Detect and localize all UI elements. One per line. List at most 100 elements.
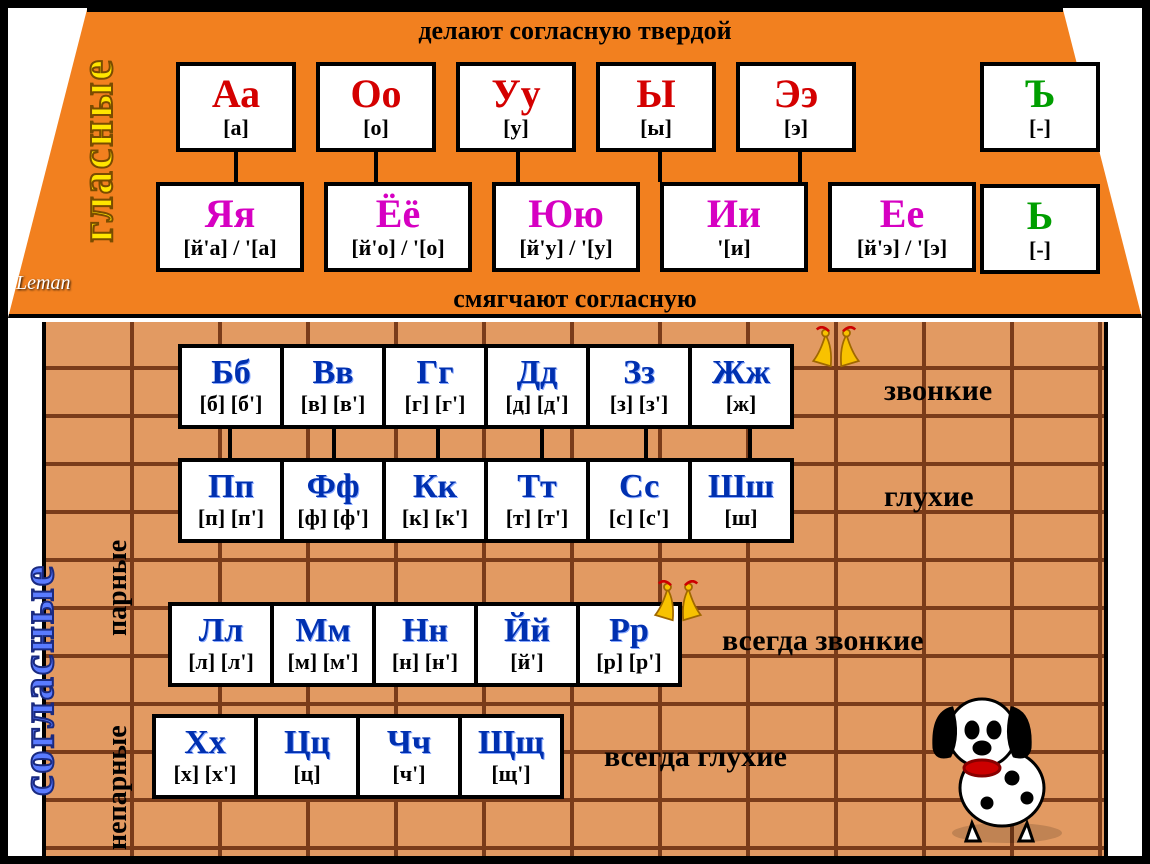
letter-glyph: Ъ <box>992 74 1088 114</box>
phonetic-text: [ж] <box>698 392 784 416</box>
letter-glyph: Щщ <box>468 726 554 760</box>
roof-section: делают согласную твердой гласные Аа[а] Оо… <box>8 8 1142 318</box>
letter-glyph: Жж <box>698 356 784 390</box>
brand-logo: Leman <box>16 272 70 295</box>
phonetic-text: [ф] [ф'] <box>290 506 376 530</box>
phonetic-text: [ч'] <box>366 762 452 786</box>
phonetic-text: [ц] <box>264 762 350 786</box>
phonetic-text: [й'] <box>484 650 570 674</box>
letter-glyph: Ее <box>840 194 964 234</box>
phonetic-text: [р] [р'] <box>586 650 672 674</box>
letter-glyph: Хх <box>162 726 248 760</box>
phonetic-text: [х] [х'] <box>162 762 248 786</box>
phonetic-text: [в] [в'] <box>290 392 376 416</box>
letter-card: Хх[х] [х'] <box>152 714 258 799</box>
signs-column: Ъ[-]Ь[-] <box>980 62 1100 274</box>
connector-line <box>658 152 662 182</box>
letter-glyph: Чч <box>366 726 452 760</box>
letter-card: Нн[н] [н'] <box>372 602 478 687</box>
letter-glyph: Тт <box>494 470 580 504</box>
letter-glyph: Уу <box>468 74 564 114</box>
soft-vowels-row: Яя[й'а] / '[а]Ёё[й'о] / '[о]Юю[й'у] / '[… <box>156 182 976 272</box>
phonetic-text: [-] <box>992 238 1088 262</box>
phonetic-text: [щ'] <box>468 762 554 786</box>
letter-glyph: Яя <box>168 194 292 234</box>
letter-glyph: Ёё <box>336 194 460 234</box>
letter-glyph: Мм <box>280 614 366 648</box>
phonetic-text: [й'э] / '[э] <box>840 236 964 260</box>
letter-glyph: Цц <box>264 726 350 760</box>
letter-glyph: Бб <box>188 356 274 390</box>
letter-glyph: Ь <box>992 196 1088 236</box>
letter-card: Бб[б] [б'] <box>178 344 284 429</box>
letter-card: Мм[м] [м'] <box>270 602 376 687</box>
always-voiced-row: Лл[л] [л']Мм[м] [м']Нн[н] [н']Йй[й']Рр[р… <box>168 602 678 687</box>
letter-glyph: Дд <box>494 356 580 390</box>
bell-icon <box>808 326 864 382</box>
phonetic-text: [ы] <box>608 116 704 140</box>
unpaired-label: непарные <box>102 725 134 850</box>
letter-card: Щщ[щ'] <box>458 714 564 799</box>
letter-card: Пп[п] [п'] <box>178 458 284 543</box>
letter-card: Ии'[и] <box>660 182 808 272</box>
letter-glyph: Пп <box>188 470 274 504</box>
letter-card: Зз[з] [з'] <box>586 344 692 429</box>
poster-frame: делают согласную твердой гласные Аа[а] Оо… <box>0 0 1150 864</box>
letter-glyph: Сс <box>596 470 682 504</box>
phonetic-text: [г] [г'] <box>392 392 478 416</box>
letter-glyph: Оо <box>328 74 424 114</box>
phonetic-text: [-] <box>992 116 1088 140</box>
letter-card: Ы[ы] <box>596 62 716 152</box>
label-voiced: звонкие <box>884 374 992 408</box>
letter-glyph: Зз <box>596 356 682 390</box>
letter-glyph: Ы <box>608 74 704 114</box>
always-unvoiced-row: Хх[х] [х']Цц[ц]Чч[ч']Щщ[щ'] <box>152 714 560 799</box>
connector-line <box>332 429 336 458</box>
letter-card: Юю[й'у] / '[у] <box>492 182 640 272</box>
letter-card: Гг[г] [г'] <box>382 344 488 429</box>
letter-card: Чч[ч'] <box>356 714 462 799</box>
paired-label: парные <box>102 540 134 636</box>
connector-line <box>540 429 544 458</box>
letter-card: Ее[й'э] / '[э] <box>828 182 976 272</box>
letter-glyph: Нн <box>382 614 468 648</box>
dog-illustration <box>912 678 1082 848</box>
letter-glyph: Йй <box>484 614 570 648</box>
label-always-voiced: всегда звонкие <box>722 624 924 658</box>
vowels-heading: гласные <box>70 58 123 243</box>
phonetic-text: [п] [п'] <box>188 506 274 530</box>
label-unvoiced: глухие <box>884 480 974 514</box>
connector-line <box>374 152 378 182</box>
hard-vowels-row: Аа[а]Оо[о]Уу[у]Ы[ы]Ээ[э] <box>176 62 856 152</box>
bell-icon <box>650 580 706 636</box>
letter-card: Шш[ш] <box>688 458 794 543</box>
connector-line <box>644 429 648 458</box>
voiced-paired-row: Бб[б] [б']Вв[в] [в']Гг[г] [г']Дд[д] [д']… <box>178 344 790 429</box>
letter-card: Цц[ц] <box>254 714 360 799</box>
connector-line <box>436 429 440 458</box>
phonetic-text: '[и] <box>672 236 796 260</box>
phonetic-text: [у] <box>468 116 564 140</box>
phonetic-text: [а] <box>188 116 284 140</box>
wall-section: согласные парные непарные Бб[б] [б']Вв[в… <box>42 322 1108 856</box>
letter-glyph: Гг <box>392 356 478 390</box>
letter-glyph: Фф <box>290 470 376 504</box>
phonetic-text: [й'а] / '[а] <box>168 236 292 260</box>
phonetic-text: [н] [н'] <box>382 650 468 674</box>
letter-card: Лл[л] [л'] <box>168 602 274 687</box>
letter-card: Кк[к] [к'] <box>382 458 488 543</box>
letter-card: Дд[д] [д'] <box>484 344 590 429</box>
connector-line <box>516 152 520 182</box>
letter-glyph: Лл <box>178 614 264 648</box>
letter-glyph: Вв <box>290 356 376 390</box>
connector-line <box>798 152 802 182</box>
letter-glyph: Шш <box>698 470 784 504</box>
letter-card: Аа[а] <box>176 62 296 152</box>
consonants-heading: согласные <box>11 564 64 796</box>
letter-card: Ээ[э] <box>736 62 856 152</box>
phonetic-text: [с] [с'] <box>596 506 682 530</box>
caption-hard: делают согласную твердой <box>8 16 1142 46</box>
unvoiced-paired-row: Пп[п] [п']Фф[ф] [ф']Кк[к] [к']Тт[т] [т']… <box>178 458 790 543</box>
phonetic-text: [м] [м'] <box>280 650 366 674</box>
letter-card: Ь[-] <box>980 184 1100 274</box>
